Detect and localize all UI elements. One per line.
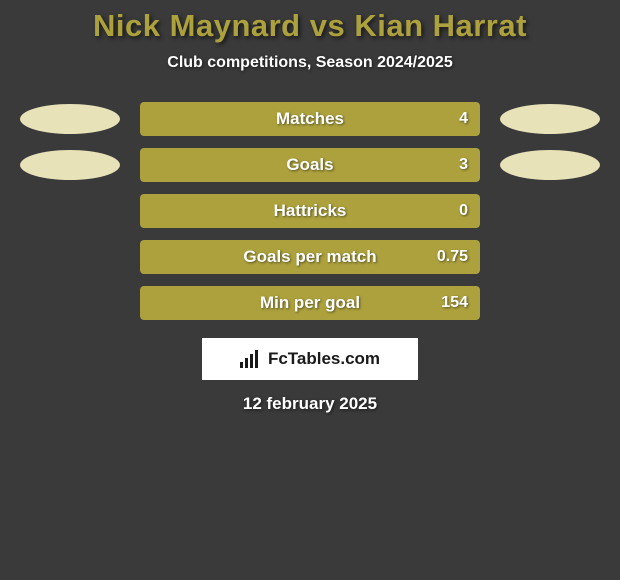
- stat-value: 0: [459, 202, 468, 220]
- stats-list: Matches 4 Goals 3 Hattricks 0 Goals: [0, 102, 620, 320]
- stat-value: 0.75: [437, 248, 468, 266]
- brand-text: FcTables.com: [268, 349, 380, 369]
- comparison-card: Nick Maynard vs Kian Harrat Club competi…: [0, 0, 620, 414]
- stat-value: 154: [441, 294, 468, 312]
- stat-bar: Goals per match 0.75: [140, 240, 480, 274]
- date-label: 12 february 2025: [0, 394, 620, 414]
- stat-label: Hattricks: [274, 201, 347, 221]
- stat-row: Min per goal 154: [0, 286, 620, 320]
- right-ellipse-icon: [500, 150, 600, 180]
- right-ellipse-spacer: [500, 242, 600, 272]
- left-ellipse-spacer: [20, 242, 120, 272]
- left-ellipse-icon: [20, 104, 120, 134]
- right-ellipse-icon: [500, 104, 600, 134]
- stat-bar: Min per goal 154: [140, 286, 480, 320]
- stat-label: Matches: [276, 109, 344, 129]
- subtitle: Club competitions, Season 2024/2025: [0, 54, 620, 72]
- stat-row: Matches 4: [0, 102, 620, 136]
- stat-label: Min per goal: [260, 293, 360, 313]
- stat-row: Goals 3: [0, 148, 620, 182]
- stat-bar: Hattricks 0: [140, 194, 480, 228]
- bar-chart-icon: [240, 350, 262, 368]
- stat-bar: Matches 4: [140, 102, 480, 136]
- page-title: Nick Maynard vs Kian Harrat: [0, 8, 620, 44]
- left-ellipse-icon: [20, 150, 120, 180]
- left-ellipse-spacer: [20, 196, 120, 226]
- stat-row: Hattricks 0: [0, 194, 620, 228]
- right-ellipse-spacer: [500, 288, 600, 318]
- stat-label: Goals per match: [243, 247, 376, 267]
- stat-bar: Goals 3: [140, 148, 480, 182]
- left-ellipse-spacer: [20, 288, 120, 318]
- brand-badge: FcTables.com: [202, 338, 418, 380]
- stat-value: 4: [459, 110, 468, 128]
- stat-row: Goals per match 0.75: [0, 240, 620, 274]
- stat-label: Goals: [286, 155, 333, 175]
- right-ellipse-spacer: [500, 196, 600, 226]
- stat-value: 3: [459, 156, 468, 174]
